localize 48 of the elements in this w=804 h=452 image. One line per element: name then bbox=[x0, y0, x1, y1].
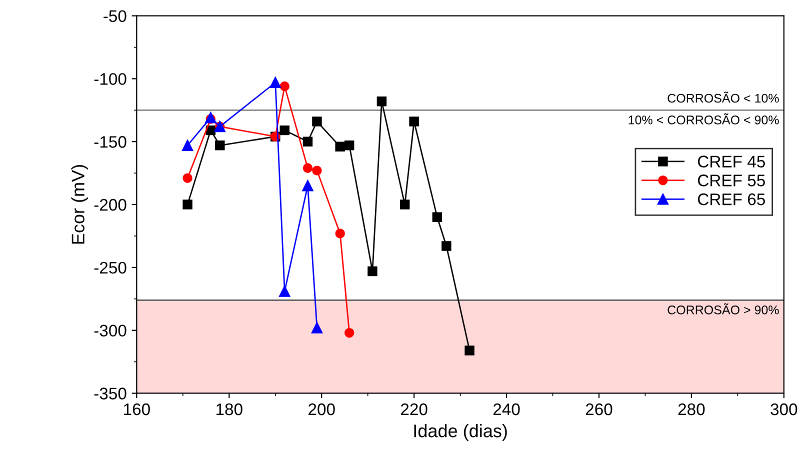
x-tick-label: 280 bbox=[678, 403, 705, 416]
x-tick-label: 240 bbox=[493, 403, 520, 416]
point bbox=[335, 228, 345, 238]
point bbox=[400, 200, 410, 210]
x-tick-label: 300 bbox=[770, 403, 798, 416]
point bbox=[182, 173, 192, 183]
point bbox=[302, 136, 313, 146]
point bbox=[182, 200, 192, 210]
point bbox=[280, 81, 290, 92]
legend-label: CREF 55 bbox=[698, 174, 765, 186]
x-tick-label: 260 bbox=[586, 403, 612, 416]
annotation: 10% < CORROSÃO < 90% bbox=[628, 113, 779, 124]
legend-label: CREF 45 bbox=[698, 156, 765, 168]
point bbox=[312, 166, 322, 176]
ref-line-label: CORROSÃO < 10% bbox=[668, 92, 779, 103]
y-tick-label: -200 bbox=[94, 198, 126, 211]
point bbox=[344, 140, 354, 150]
point bbox=[368, 266, 378, 276]
point bbox=[442, 241, 452, 251]
y-tick-label: -250 bbox=[94, 262, 126, 274]
point bbox=[279, 286, 290, 297]
x-tick-label: 220 bbox=[400, 403, 428, 416]
y-tick-label: -150 bbox=[94, 136, 126, 148]
x-tick-label: 180 bbox=[216, 403, 242, 416]
point bbox=[376, 96, 387, 106]
y-tick-label: -50 bbox=[104, 10, 126, 22]
point bbox=[312, 116, 322, 126]
point bbox=[302, 180, 314, 192]
point bbox=[311, 322, 323, 334]
point bbox=[215, 140, 225, 150]
y-tick-label: -300 bbox=[94, 324, 126, 337]
legend-label: CREF 65 bbox=[698, 193, 765, 206]
y-tick-label: -350 bbox=[94, 388, 126, 400]
band-label: CORROSÃO > 90% bbox=[668, 303, 779, 314]
y-tick-label: -100 bbox=[94, 73, 126, 85]
point bbox=[344, 328, 354, 338]
y-axis-title: Ecor (mV) bbox=[71, 165, 88, 244]
point bbox=[409, 116, 419, 126]
point bbox=[182, 140, 194, 151]
x-tick-label: 160 bbox=[124, 403, 150, 416]
point bbox=[432, 212, 442, 222]
point bbox=[302, 163, 313, 173]
x-tick-label: 200 bbox=[308, 403, 335, 416]
point bbox=[335, 142, 345, 152]
point bbox=[464, 346, 474, 356]
x-axis-title: Idade (dias) bbox=[414, 424, 507, 441]
point bbox=[280, 125, 290, 136]
point bbox=[270, 76, 281, 88]
